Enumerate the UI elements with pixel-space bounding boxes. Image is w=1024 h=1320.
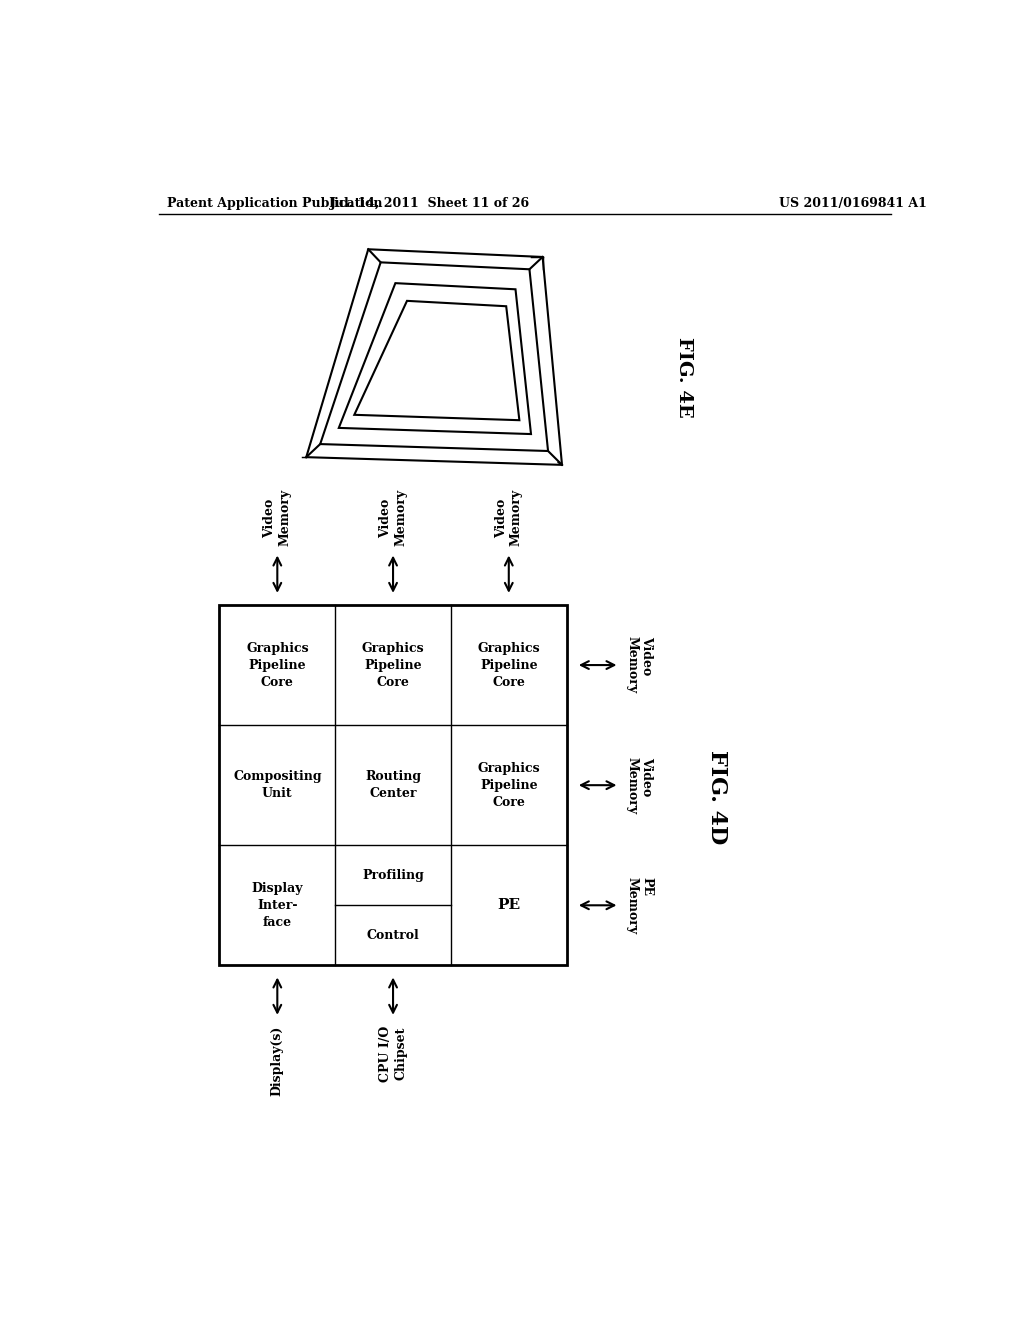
Text: Jul. 14, 2011  Sheet 11 of 26: Jul. 14, 2011 Sheet 11 of 26 [330, 197, 530, 210]
Text: Display(s): Display(s) [270, 1026, 284, 1096]
Text: Video
Memory: Video Memory [626, 636, 653, 693]
Text: PE: PE [498, 899, 520, 912]
Text: Compositing
Unit: Compositing Unit [233, 770, 322, 800]
Text: FIG. 4E: FIG. 4E [676, 338, 693, 418]
Text: US 2011/0169841 A1: US 2011/0169841 A1 [779, 197, 927, 210]
Text: Graphics
Pipeline
Core: Graphics Pipeline Core [477, 642, 540, 689]
Text: Control: Control [367, 929, 420, 942]
Text: Profiling: Profiling [362, 869, 424, 882]
Text: Routing
Center: Routing Center [365, 770, 421, 800]
Text: PE
Memory: PE Memory [626, 876, 653, 933]
Text: Patent Application Publication: Patent Application Publication [167, 197, 382, 210]
Text: CPU I/O
Chipset: CPU I/O Chipset [379, 1026, 408, 1081]
Text: Graphics
Pipeline
Core: Graphics Pipeline Core [361, 642, 424, 689]
Text: Video
Memory: Video Memory [495, 490, 523, 546]
Text: Graphics
Pipeline
Core: Graphics Pipeline Core [477, 762, 540, 809]
Text: FIG. 4D: FIG. 4D [706, 750, 728, 845]
Text: Video
Memory: Video Memory [379, 490, 408, 546]
Text: Graphics
Pipeline
Core: Graphics Pipeline Core [246, 642, 308, 689]
Text: Video
Memory: Video Memory [263, 490, 291, 546]
Text: Display
Inter-
face: Display Inter- face [252, 882, 303, 929]
Text: Video
Memory: Video Memory [626, 756, 653, 813]
Bar [219, 605, 566, 965]
